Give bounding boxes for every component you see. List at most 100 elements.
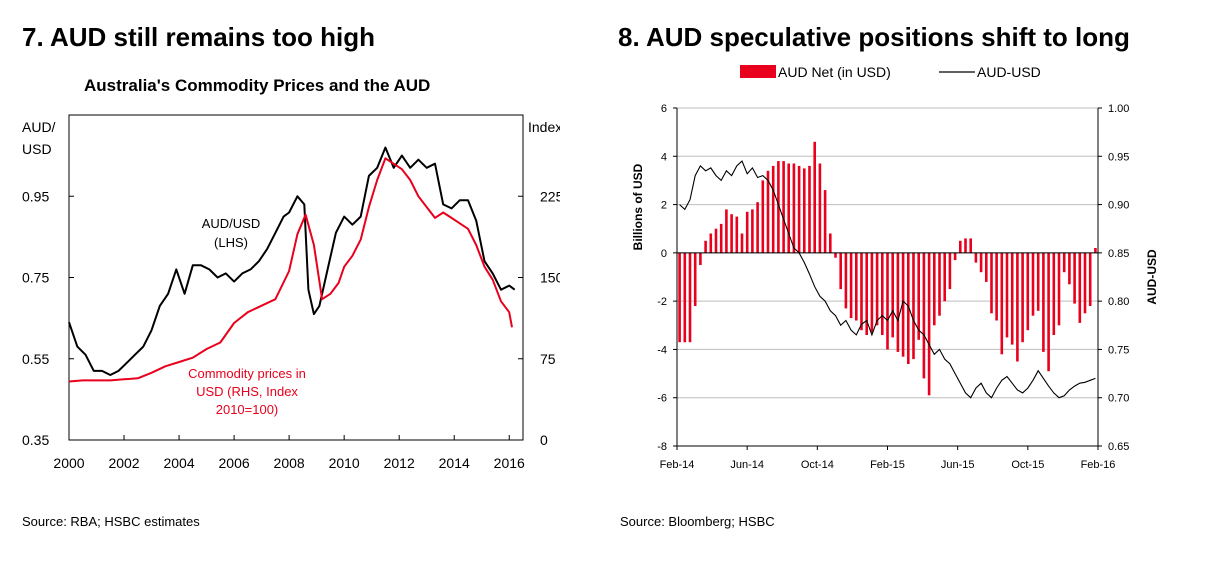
y-left-tick-label: -2 [657, 296, 667, 308]
y-right-tick-label: 225 [540, 188, 560, 204]
aud-net-bar [959, 240, 962, 253]
aud-net-bar [766, 170, 770, 253]
y-right-tick-label: 0.75 [1108, 344, 1129, 356]
aud-net-bar [1073, 252, 1076, 304]
aud-net-bar [979, 252, 983, 273]
aud-net-bar [792, 163, 796, 253]
aud-net-bar [922, 252, 926, 379]
aud-net-bar [818, 163, 822, 253]
aud-net-bar [1083, 252, 1087, 314]
aud-net-bar [688, 252, 692, 343]
aud-net-bar [953, 252, 957, 261]
x-tick-label: Jun-14 [730, 459, 764, 471]
aud-net-bar [1010, 252, 1014, 345]
aud-net-bar [844, 252, 848, 309]
y-left-tick-label: -8 [657, 441, 667, 453]
aud-net-bar [1047, 252, 1050, 372]
x-tick-label: Jun-15 [941, 459, 975, 471]
aud-net-bar [974, 252, 978, 263]
y-left-tick-label: 6 [661, 103, 667, 115]
aud-net-bar [886, 252, 889, 350]
left-y-axis-label: Billions of USD [631, 163, 645, 250]
right-chart: AUD Net (in USD) AUD-USD 6 4 2 0 -2 -4 -6 -8 1.00 0… [631, 64, 1159, 471]
x-tick-label: 2016 [494, 455, 525, 471]
aud-net-bar [870, 252, 874, 333]
aud-annotation: (LHS) [214, 235, 248, 250]
aud-net-bar [990, 252, 993, 314]
aud-net-bar [829, 233, 832, 253]
aud-net-bar [855, 252, 858, 321]
aud-net-bar [823, 190, 827, 253]
y-left-tick-label: -4 [657, 344, 667, 356]
aud-net-bar [1026, 252, 1030, 331]
y-right-tick-label: 0.85 [1108, 248, 1129, 260]
aud-net-bar [881, 252, 884, 335]
aud-net-bar [901, 252, 905, 357]
left-panel-heading: 7. AUD still remains too high [22, 22, 375, 52]
aud-net-bar [1005, 252, 1009, 338]
aud-net-bar [704, 240, 707, 253]
aud-net-bar [808, 165, 811, 253]
aud-net-bar [938, 252, 941, 316]
y-right-tick-label: 75 [540, 351, 556, 367]
commodity-annotation: USD (RHS, Index [196, 384, 298, 399]
y-right-tick-label: 1.00 [1108, 103, 1129, 115]
aud-net-bar [1078, 252, 1082, 323]
right-panel-heading: 8. AUD speculative positions shift to lo… [618, 22, 1130, 52]
aud-net-bar [969, 238, 972, 253]
y-right-tick-label: 0 [540, 432, 548, 448]
aud-net-bar [730, 214, 733, 253]
y-left-tick-label: 4 [661, 151, 667, 163]
aud-net-bar [1094, 248, 1097, 253]
x-tick-label: Feb-16 [1081, 459, 1116, 471]
y-left-tick-label: 0.35 [22, 432, 49, 448]
aud-net-bar [709, 233, 713, 253]
aud-net-bar [1016, 252, 1019, 362]
left-chart: AUD/USD Index 0.35 0.55 0.75 0.95 0 75 150 225 200… [22, 114, 560, 471]
x-tick-label: Oct-14 [801, 459, 834, 471]
aud-net-bar [849, 252, 853, 319]
aud-net-bar [1031, 252, 1035, 316]
aud-net-bar [927, 252, 931, 396]
x-tick-label: 2014 [439, 455, 470, 471]
aud-net-bar [1088, 252, 1092, 306]
aud-net-bar [891, 252, 894, 338]
aud-net-bar [907, 252, 910, 364]
aud-net-bar [985, 252, 988, 282]
aud-net-bar [933, 252, 936, 326]
aud-net-bar [693, 252, 697, 306]
commodity-annotation: 2010=100) [216, 402, 279, 417]
aud-net-bar [745, 211, 749, 253]
aud-usd-line [679, 160, 1096, 399]
x-tick-label: Feb-15 [870, 459, 905, 471]
aud-net-bar [860, 252, 863, 331]
aud-net-bar [803, 168, 806, 253]
left-chart-title: Australia's Commodity Prices and the AUD [84, 76, 431, 95]
aud-net-bar [943, 252, 946, 302]
aud-net-bar [896, 252, 900, 352]
aud-net-bar [751, 209, 754, 253]
aud-net-bar [761, 180, 765, 253]
aud-net-bar [813, 141, 816, 253]
aud-net-bar [735, 216, 739, 253]
x-tick-label: 2006 [219, 455, 250, 471]
aud-net-bar [787, 163, 790, 253]
x-tick-label: 2012 [384, 455, 415, 471]
left-source: Source: RBA; HSBC estimates [22, 514, 200, 529]
aud-net-bar [683, 252, 687, 343]
aud-net-bar [912, 252, 915, 360]
x-tick-label: 2010 [329, 455, 360, 471]
aud-net-bar [1021, 252, 1024, 343]
commodity-price-line [68, 157, 513, 383]
y-left-tick-label: 0.55 [22, 351, 49, 367]
aud-net-bar [740, 233, 744, 253]
aud-usd-line [68, 146, 516, 376]
y-right-tick-label: 0.65 [1108, 441, 1129, 453]
aud-net-bar [875, 252, 879, 326]
aud-net-bar [1062, 252, 1066, 273]
y-right-tick-label: 0.95 [1108, 151, 1129, 163]
aud-net-bar [678, 252, 681, 343]
left-y-axis-label: USD [22, 141, 52, 157]
aud-net-bar [995, 252, 998, 321]
aud-net-bar [725, 209, 728, 253]
